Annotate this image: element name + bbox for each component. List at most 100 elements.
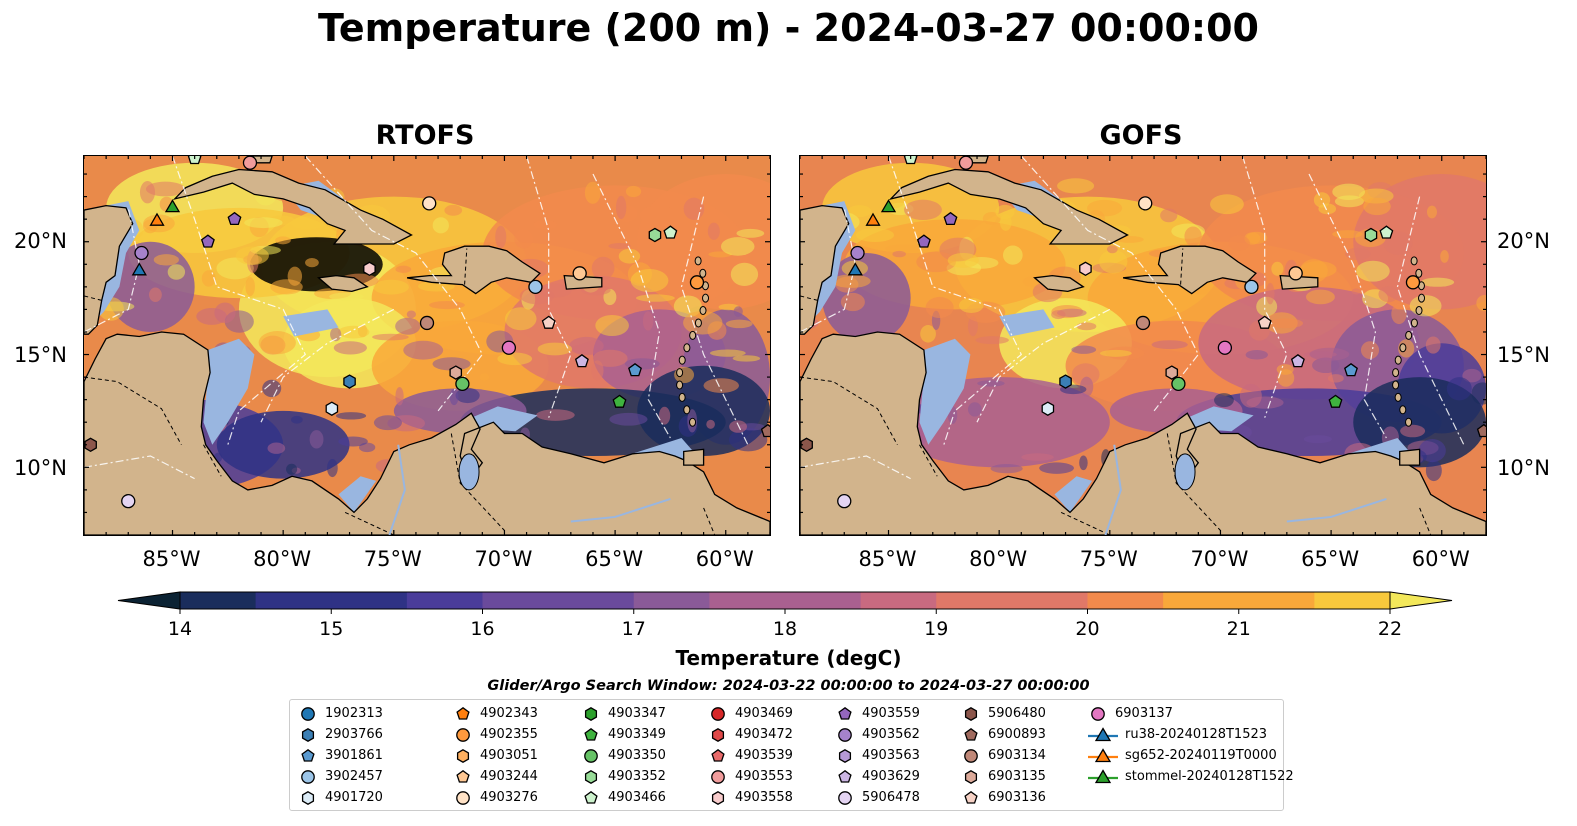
legend-circle-marker[interactable] bbox=[964, 748, 978, 763]
rtofs-float-marker[interactable] bbox=[164, 199, 181, 213]
legend-circle-marker[interactable] bbox=[584, 748, 598, 763]
rtofs-float-marker[interactable] bbox=[663, 225, 678, 239]
gofs-float-marker[interactable] bbox=[1288, 266, 1303, 281]
gofs-float-marker[interactable] bbox=[1257, 315, 1272, 329]
rtofs-float-marker[interactable] bbox=[422, 196, 437, 211]
legend-pentagon-marker[interactable] bbox=[456, 706, 470, 720]
legend-circle-marker[interactable] bbox=[838, 790, 852, 805]
rtofs-float-marker[interactable] bbox=[227, 211, 242, 226]
legend-label: 4902355 bbox=[480, 727, 538, 742]
legend-hexagon-marker[interactable] bbox=[584, 706, 598, 721]
rtofs-float-marker[interactable] bbox=[689, 275, 705, 290]
gofs-float-marker[interactable] bbox=[1135, 315, 1151, 331]
rtofs-temperature-eddy bbox=[335, 412, 367, 420]
gofs-island bbox=[1405, 417, 1413, 427]
map-panel-gofs[interactable] bbox=[799, 155, 1487, 536]
rtofs-float-marker[interactable] bbox=[84, 437, 97, 453]
gofs-float-marker[interactable] bbox=[880, 199, 897, 213]
gofs-float-marker[interactable] bbox=[1328, 394, 1343, 408]
rtofs-float-marker[interactable] bbox=[628, 362, 642, 377]
legend-pentagon-marker[interactable] bbox=[301, 748, 315, 762]
gofs-float-marker[interactable] bbox=[1244, 279, 1259, 294]
legend-triangle-marker[interactable] bbox=[1094, 747, 1112, 762]
rtofs-float-marker[interactable] bbox=[134, 245, 149, 261]
gofs-float-marker[interactable] bbox=[1079, 261, 1092, 277]
legend-pentagon-marker[interactable] bbox=[711, 748, 725, 762]
gofs-float-marker[interactable] bbox=[1171, 376, 1186, 392]
gofs-float-marker[interactable] bbox=[1405, 275, 1421, 290]
legend-circle-marker[interactable] bbox=[456, 790, 470, 805]
gofs-float-marker[interactable] bbox=[916, 234, 931, 248]
gofs-float-marker[interactable] bbox=[1290, 353, 1305, 368]
legend-label: 4903352 bbox=[608, 769, 666, 784]
legend-hexagon-marker[interactable] bbox=[964, 706, 978, 721]
rtofs-float-marker[interactable] bbox=[121, 494, 136, 509]
gofs-float-marker[interactable] bbox=[958, 156, 974, 170]
rtofs-float-marker[interactable] bbox=[574, 353, 589, 368]
legend-circle-marker[interactable] bbox=[838, 727, 852, 742]
legend-hexagon-marker[interactable] bbox=[584, 769, 598, 784]
rtofs-float-marker[interactable] bbox=[648, 227, 662, 243]
rtofs-float-marker[interactable] bbox=[242, 156, 258, 170]
legend-circle-marker[interactable] bbox=[1091, 706, 1105, 721]
legend-triangle-marker[interactable] bbox=[1094, 726, 1112, 741]
rtofs-float-marker[interactable] bbox=[528, 279, 543, 294]
rtofs-float-marker[interactable] bbox=[200, 234, 215, 248]
legend-pentagon-marker[interactable] bbox=[584, 727, 598, 741]
gofs-float-marker[interactable] bbox=[943, 211, 958, 226]
legend-label: 4903539 bbox=[735, 748, 793, 763]
rtofs-land-hispaniola bbox=[406, 245, 541, 295]
rtofs-float-marker[interactable] bbox=[325, 401, 339, 416]
legend-pentagon-marker[interactable] bbox=[456, 769, 470, 783]
gofs-float-marker[interactable] bbox=[800, 437, 813, 453]
legend-circle-marker[interactable] bbox=[301, 769, 315, 784]
map-panel-rtofs[interactable] bbox=[83, 155, 771, 536]
rtofs-float-marker[interactable] bbox=[572, 266, 587, 281]
gofs-temperature-eddy bbox=[1363, 197, 1391, 216]
legend-circle-marker[interactable] bbox=[456, 727, 470, 742]
gofs-float-marker[interactable] bbox=[1165, 365, 1179, 380]
legend-triangle-marker[interactable] bbox=[1094, 768, 1112, 783]
gofs-float-marker[interactable] bbox=[1364, 227, 1378, 243]
rtofs-float-marker[interactable] bbox=[541, 315, 556, 329]
gofs-float-marker[interactable] bbox=[837, 494, 852, 509]
legend-hexagon-marker[interactable] bbox=[711, 727, 725, 742]
rtofs-float-marker[interactable] bbox=[363, 261, 376, 277]
legend-pentagon-marker[interactable] bbox=[584, 790, 598, 804]
rtofs-float-marker[interactable] bbox=[501, 340, 517, 355]
rtofs-float-marker[interactable] bbox=[187, 156, 202, 165]
gofs-float-marker[interactable] bbox=[903, 156, 918, 165]
rtofs-float-marker[interactable] bbox=[760, 423, 770, 438]
legend-circle-marker[interactable] bbox=[711, 706, 725, 721]
legend-hexagon-marker[interactable] bbox=[301, 790, 315, 805]
gofs-float-marker[interactable] bbox=[1344, 362, 1358, 377]
legend-hexagon-marker[interactable] bbox=[456, 748, 470, 763]
legend-pentagon-marker[interactable] bbox=[838, 706, 852, 720]
gofs-float-marker[interactable] bbox=[850, 245, 865, 261]
gofs-float-marker[interactable] bbox=[1379, 225, 1394, 239]
rtofs-float-marker[interactable] bbox=[419, 315, 435, 331]
gofs-float-marker[interactable] bbox=[1059, 374, 1072, 389]
rtofs-float-marker[interactable] bbox=[455, 376, 470, 392]
gofs-float-marker[interactable] bbox=[1138, 196, 1153, 211]
gofs-float-marker[interactable] bbox=[1217, 340, 1233, 355]
legend-hexagon-marker[interactable] bbox=[301, 727, 315, 742]
legend-pentagon-marker[interactable] bbox=[964, 727, 978, 741]
legend-hexagon-marker[interactable] bbox=[711, 790, 725, 805]
rtofs-float-marker[interactable] bbox=[343, 374, 356, 389]
gofs-float-marker[interactable] bbox=[1476, 423, 1486, 438]
legend-circle-marker[interactable] bbox=[301, 706, 315, 721]
legend-pentagon-marker[interactable] bbox=[838, 769, 852, 783]
rtofs-float-marker[interactable] bbox=[612, 394, 627, 408]
gofs-float-marker[interactable] bbox=[1041, 401, 1055, 416]
legend-hexagon-marker[interactable] bbox=[964, 769, 978, 784]
rtofs-float-marker[interactable] bbox=[131, 262, 147, 276]
rtofs-float-marker[interactable] bbox=[149, 212, 165, 226]
gofs-float-marker[interactable] bbox=[865, 212, 881, 226]
legend-hexagon-marker[interactable] bbox=[838, 748, 852, 763]
legend-circle-marker[interactable] bbox=[711, 769, 725, 784]
legend-label: 4903466 bbox=[608, 790, 666, 805]
gofs-float-marker[interactable] bbox=[847, 262, 863, 276]
rtofs-float-marker[interactable] bbox=[449, 365, 463, 380]
legend-pentagon-marker[interactable] bbox=[964, 790, 978, 804]
